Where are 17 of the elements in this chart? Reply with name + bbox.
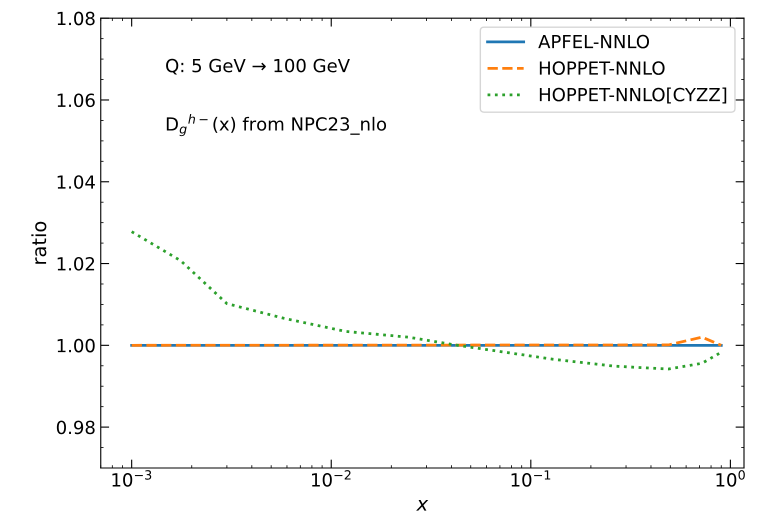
annotation: Q: 5 GeV → 100 GeV [166,58,350,75]
annotation: D$_{g}$$^{h−}$(x) from NPC23_nlo [166,114,386,136]
y-tick-label: 1.02 [58,257,94,271]
legend-label: APFEL-NNLO [538,34,650,48]
y-tick-label: 1.00 [58,338,95,352]
x-tick-label: 10$^{−1}$ [512,470,550,487]
x-tick-label: 10$^{−2}$ [312,470,351,487]
y-tick-label: 1.04 [58,175,95,189]
y-tick-label: 0.98 [56,420,95,434]
y-axis-title: ratio [31,222,46,264]
y-tick-label: 1.06 [58,93,95,108]
legend-label: HOPPET-NNLO [540,61,665,75]
legend-label: HOPPET-NNLO[CYZZ] [540,87,726,104]
x-tick-label: 10$^{0}$ [716,470,745,487]
x-axis-title: x [416,500,428,511]
x-tick-label: 10$^{−3}$ [112,470,152,487]
y-tick-label: 1.08 [58,12,95,26]
